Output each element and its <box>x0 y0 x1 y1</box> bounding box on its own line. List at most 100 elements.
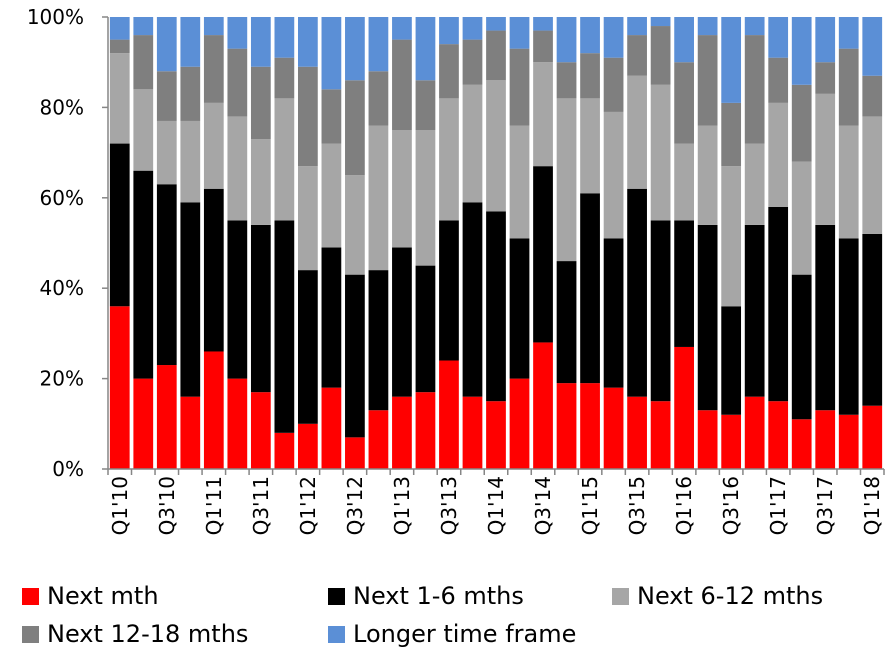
bar-longer-time-frame-q3-14 <box>533 17 553 31</box>
legend-item-longer-time-frame: Longer time frame <box>328 620 576 648</box>
bar-next-mth-q3-14 <box>533 342 553 469</box>
bar-next-mth-q4-14 <box>556 383 577 469</box>
bar-next-1-6-mths-q1-18 <box>862 233 883 406</box>
x-tick-label: Q3'11 <box>249 476 273 535</box>
bar-next-1-6-mths-q2-12 <box>321 247 342 388</box>
x-tick-label: Q1'13 <box>390 476 414 535</box>
bar-next-mth-q4-12 <box>368 410 389 469</box>
legend-label-next-6-12-mths: Next 6-12 mths <box>637 582 824 610</box>
bar-stack-q4-15 <box>650 17 671 469</box>
bar-longer-time-frame-q1-14 <box>486 17 506 31</box>
bar-next-1-6-mths-q4-13 <box>462 202 483 397</box>
bar-next-1-6-mths-q4-16 <box>744 224 765 397</box>
bar-longer-time-frame-q1-15 <box>580 17 600 54</box>
bar-next-1-6-mths-q1-16 <box>674 220 694 347</box>
bar-stack-q4-14 <box>556 17 577 469</box>
bar-next-6-12-mths-q4-10 <box>180 120 201 203</box>
bar-longer-time-frame-q3-11 <box>250 17 271 67</box>
bar-longer-time-frame-q3-13 <box>439 17 459 45</box>
bar-next-6-12-mths-q2-15 <box>603 111 624 239</box>
bar-next-6-12-mths-q4-14 <box>556 98 577 262</box>
bar-next-1-6-mths-q1-15 <box>580 193 600 384</box>
bar-next-1-6-mths-q2-11 <box>227 220 248 379</box>
bar-next-mth-q4-15 <box>650 401 671 469</box>
bar-next-6-12-mths-q2-11 <box>227 116 248 221</box>
bar-longer-time-frame-q4-11 <box>274 17 295 58</box>
bar-next-6-12-mths-q4-16 <box>744 143 765 225</box>
bar-longer-time-frame-q3-15 <box>627 17 647 36</box>
bar-next-mth-q1-13 <box>392 396 412 469</box>
bar-next-6-12-mths-q2-16 <box>697 125 718 225</box>
bar-next-1-6-mths-q2-16 <box>697 224 718 411</box>
bar-next-mth-q1-11 <box>203 351 224 469</box>
bar-next-mth-q2-14 <box>509 378 530 469</box>
bar-next-1-6-mths-q1-12 <box>298 270 318 424</box>
legend-label-next-12-18-mths: Next 12-18 mths <box>47 620 249 648</box>
bar-next-6-12-mths-q4-15 <box>650 84 671 221</box>
legend-swatch-longer-time-frame <box>328 625 345 643</box>
bar-next-6-12-mths-q2-13 <box>415 130 436 266</box>
bar-next-1-6-mths-q2-10 <box>133 170 154 379</box>
bar-stack-q4-17 <box>838 17 859 469</box>
y-tick-label: 40% <box>40 276 84 300</box>
bar-next-12-18-mths-q1-14 <box>486 30 506 81</box>
bar-next-12-18-mths-q1-16 <box>674 62 694 144</box>
bar-next-12-18-mths-q2-12 <box>321 89 342 144</box>
bar-longer-time-frame-q4-13 <box>462 17 483 40</box>
axes-group: 0% 20% 40% 60% 80% 100% Q1'10 Q3'10 Q1'11 Q3'11 Q1… <box>27 5 885 535</box>
bar-next-1-6-mths-q2-14 <box>509 238 530 379</box>
bar-longer-time-frame-q1-11 <box>203 17 224 36</box>
legend-label-next-mth: Next mth <box>47 582 159 610</box>
bar-next-12-18-mths-q3-14 <box>533 30 553 63</box>
bar-stack-q4-11 <box>274 17 295 469</box>
bar-longer-time-frame-q4-17 <box>838 17 859 49</box>
bar-stack-q1-18 <box>862 17 883 469</box>
legend-swatch-next-1-6-mths <box>328 587 345 605</box>
bar-next-12-18-mths-q4-13 <box>462 39 483 85</box>
bar-next-12-18-mths-q3-15 <box>627 35 647 76</box>
bar-next-6-12-mths-q1-11 <box>203 102 224 189</box>
x-tick-label: Q3'13 <box>437 476 461 535</box>
bar-next-12-18-mths-q2-16 <box>697 35 718 126</box>
bar-longer-time-frame-q1-13 <box>392 17 412 40</box>
bar-stack-q1-10 <box>109 17 130 469</box>
y-tick-label: 20% <box>40 367 84 391</box>
bar-longer-time-frame-q2-13 <box>415 17 436 81</box>
bar-next-1-6-mths-q4-17 <box>838 238 859 415</box>
legend-swatch-next-12-18-mths <box>22 625 39 643</box>
bar-next-1-6-mths-q1-11 <box>203 188 224 352</box>
bar-next-mth-q3-12 <box>345 437 365 469</box>
bar-stack-q2-17 <box>791 17 812 469</box>
bar-stack-q2-11 <box>227 17 248 469</box>
bar-next-12-18-mths-q1-18 <box>862 75 883 117</box>
bar-next-1-6-mths-q4-15 <box>650 220 671 402</box>
bar-stack-q3-14 <box>533 17 553 469</box>
bar-next-12-18-mths-q1-13 <box>392 39 412 130</box>
bar-next-12-18-mths-q1-15 <box>580 53 600 99</box>
bar-next-6-12-mths-q4-11 <box>274 98 295 221</box>
bar-next-6-12-mths-q4-13 <box>462 84 483 203</box>
bar-next-6-12-mths-q3-10 <box>156 120 177 185</box>
bar-next-12-18-mths-q3-10 <box>156 71 177 121</box>
legend-item-next-mth: Next mth <box>22 582 159 610</box>
bar-next-mth-q4-10 <box>180 396 201 469</box>
bar-next-12-18-mths-q4-16 <box>744 35 765 144</box>
x-tick-label: Q1'17 <box>766 476 790 535</box>
bar-longer-time-frame-q1-17 <box>768 17 789 58</box>
bar-stack-q1-14 <box>486 17 506 469</box>
legend-swatch-next-mth <box>22 587 39 605</box>
bar-longer-time-frame-q4-16 <box>744 17 765 36</box>
x-tick-label: Q3'16 <box>719 476 743 535</box>
bar-next-12-18-mths-q2-13 <box>415 80 436 130</box>
x-tick-label: Q1'11 <box>202 476 226 535</box>
bar-next-6-12-mths-q1-16 <box>674 143 694 221</box>
bar-next-1-6-mths-q1-17 <box>768 206 789 402</box>
bar-next-mth-q1-18 <box>862 405 883 469</box>
x-tick-label: Q1'14 <box>484 476 508 535</box>
bar-next-mth-q3-11 <box>250 392 271 469</box>
bar-next-mth-q1-14 <box>486 401 506 469</box>
bar-stack-q1-16 <box>674 17 694 469</box>
bar-longer-time-frame-q4-10 <box>180 17 201 67</box>
bar-next-12-18-mths-q2-14 <box>509 48 530 126</box>
bar-next-1-6-mths-q1-10 <box>109 143 130 307</box>
